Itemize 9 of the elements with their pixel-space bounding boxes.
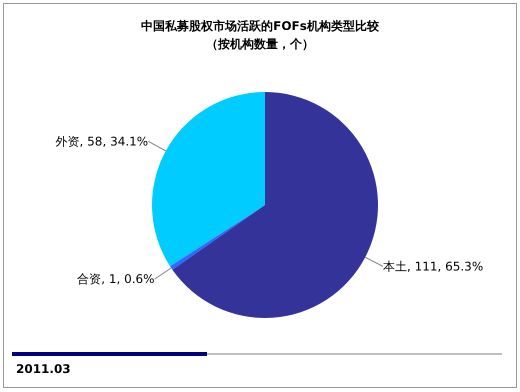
pie-slice xyxy=(172,92,378,318)
slice-label: 本土, 111, 65.3% xyxy=(382,259,484,274)
chart-title: 中国私募股权市场活跃的FOFs机构类型比较 xyxy=(140,18,380,35)
text: 2011.03 xyxy=(16,362,71,376)
pie-slice xyxy=(152,92,265,266)
chart-subtitle: （按机构数量，个） xyxy=(205,36,315,53)
slice-label: 合资, 1, 0.6% xyxy=(77,272,155,286)
slice-label: 外资, 58, 34.1% xyxy=(56,134,148,148)
pie-slice xyxy=(170,205,265,270)
